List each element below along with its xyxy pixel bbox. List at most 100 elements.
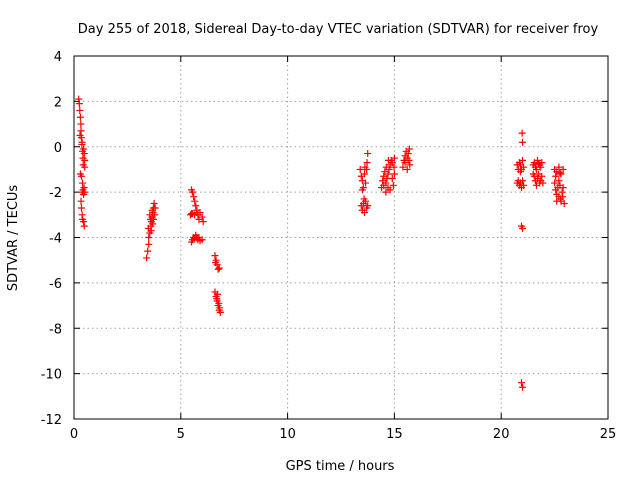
data-point-marker [513,161,521,169]
data-point-marker [81,156,89,164]
y-tick-label: -4 [49,232,62,247]
data-point-marker [559,184,567,192]
data-point-marker [518,129,526,137]
data-point-marker [405,145,413,153]
data-point-marker [390,154,398,162]
data-point-marker [189,188,197,196]
data-point-marker [150,199,158,207]
data-point-marker [405,156,413,164]
data-point-marker [214,290,222,298]
data-point-marker [78,138,86,146]
data-point-marker [363,159,371,167]
data-point-marker [360,170,368,178]
data-point-marker [551,179,559,187]
data-point-marker [187,210,195,218]
data-point-marker [362,179,370,187]
data-point-marker [388,159,396,167]
data-point-marker [81,188,89,196]
data-point-marker [558,188,566,196]
data-point-marker [77,127,85,135]
data-point-marker [364,202,372,210]
data-point-marker [80,150,88,158]
y-tick-label: 4 [54,50,62,65]
data-point-marker [360,195,368,203]
data-point-marker [360,209,368,217]
y-axis-label: SDTVAR / TECUs [6,185,21,292]
data-point-marker [519,177,527,185]
x-tick-label: 15 [386,427,403,442]
data-point-marker [214,265,222,273]
data-point-marker [77,120,85,128]
data-point-marker [519,224,527,232]
data-point-marker [151,211,159,219]
data-points [75,95,568,391]
data-point-marker [198,213,206,221]
data-point-marker [538,159,546,167]
data-point-marker [389,181,397,189]
data-point-marker [149,220,157,228]
data-point-marker [559,193,567,201]
data-point-marker [406,161,414,169]
data-point-marker [148,206,156,214]
data-point-marker [553,197,561,205]
y-tick-label: 2 [54,95,62,110]
data-point-marker [534,156,542,164]
data-point-marker [211,258,219,266]
data-point-marker [382,188,390,196]
data-point-marker [535,170,543,178]
data-point-marker [404,150,412,158]
data-point-marker [146,215,154,223]
data-point-marker [555,163,563,171]
data-point-marker [390,163,398,171]
data-point-marker [358,186,366,194]
data-point-marker [552,172,560,180]
data-point-marker [356,165,364,173]
data-point-marker [77,204,85,212]
data-point-marker [193,209,201,217]
data-point-marker [145,240,153,248]
data-point-marker [80,222,88,230]
data-point-marker [190,193,198,201]
data-point-marker [216,304,224,312]
y-tick-label: -6 [49,277,62,292]
data-point-marker [80,145,88,153]
data-point-marker [382,163,390,171]
data-point-marker [191,197,199,205]
data-point-marker [76,113,84,121]
data-point-marker [520,163,528,171]
data-point-marker [79,179,87,187]
data-point-marker [532,181,540,189]
data-point-marker [555,177,563,185]
x-tick-label: 0 [70,427,78,442]
data-point-marker [80,218,88,226]
data-point-marker [145,234,153,241]
data-point-marker [213,295,221,303]
data-point-marker [519,138,527,146]
x-tick-label: 10 [279,427,296,442]
data-point-marker [539,179,547,187]
data-point-marker [75,100,83,108]
data-point-marker [361,163,369,171]
data-point-marker [144,247,152,255]
data-point-marker [557,170,565,178]
data-point-marker [384,156,392,164]
data-point-marker [532,165,540,173]
data-point-marker [364,150,372,158]
y-tick-label: -10 [41,368,62,383]
data-point-marker [516,168,524,176]
x-tick-label: 5 [177,427,185,442]
data-point-marker [520,181,528,189]
data-point-marker [390,170,398,178]
data-point-marker [388,175,396,183]
grid-lines [74,56,608,419]
data-point-marker [399,163,407,171]
x-axis-label: GPS time / hours [286,459,395,474]
data-point-marker [143,254,151,262]
data-point-marker [401,159,409,167]
data-point-marker [559,165,567,173]
data-point-marker [519,156,527,164]
data-point-marker [553,168,561,176]
data-point-marker [215,299,223,307]
